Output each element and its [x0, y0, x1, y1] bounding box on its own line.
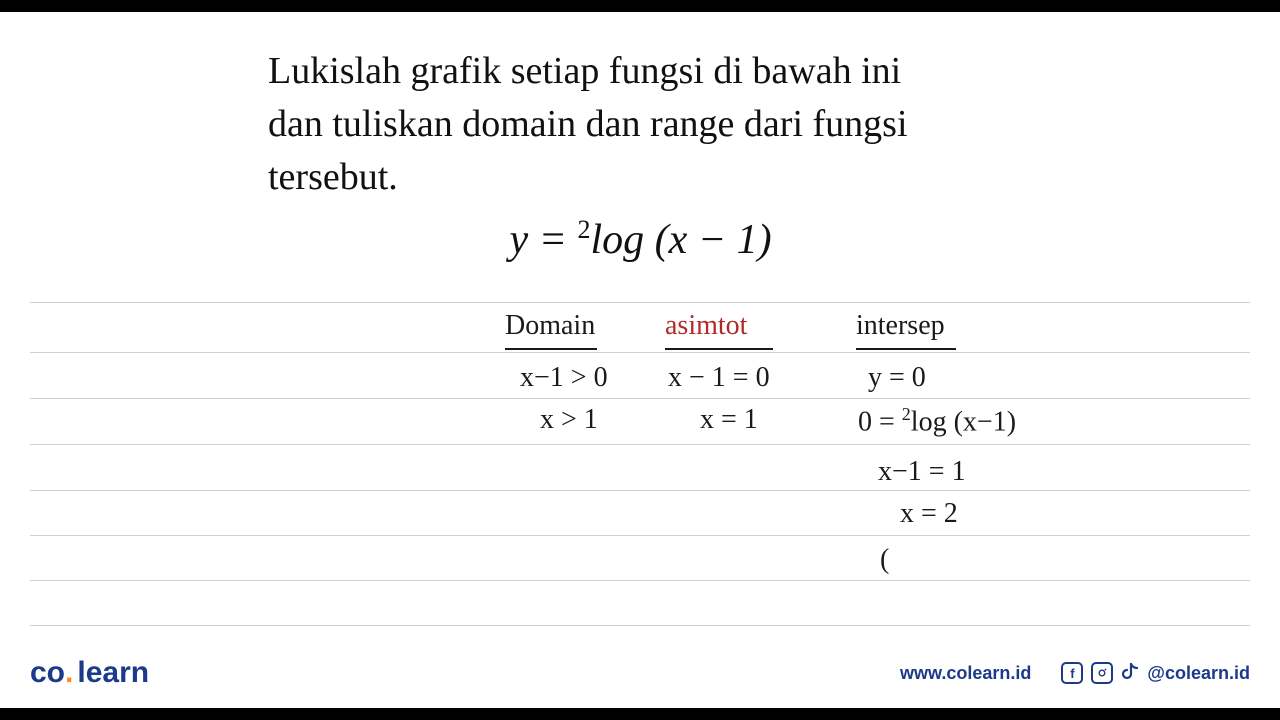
rule-line — [30, 535, 1250, 536]
eq-rest: log (x − 1) — [590, 217, 771, 263]
instagram-icon — [1091, 662, 1113, 684]
problem-line2: dan tuliskan domain dan range dari fungs… — [268, 103, 908, 145]
problem-equation: y = 2log (x − 1) — [268, 215, 1013, 264]
intersep-line2-pre: 0 = — [858, 406, 902, 437]
rule-line — [30, 302, 1250, 303]
rule-line — [30, 398, 1250, 399]
asimtot-line2: x = 1 — [700, 404, 758, 436]
notebook-lines — [30, 302, 1250, 640]
facebook-icon: f — [1061, 662, 1083, 684]
rule-line — [30, 352, 1250, 353]
asimtot-underline — [665, 348, 773, 350]
problem-text: Lukislah grafik setiap fungsi di bawah i… — [268, 45, 1013, 205]
top-black-bar — [0, 0, 1280, 12]
logo-learn: learn — [77, 656, 149, 689]
intersep-line4: x = 2 — [900, 498, 958, 530]
problem-line1: Lukislah grafik setiap fungsi di bawah i… — [268, 50, 901, 92]
asimtot-line1: x − 1 = 0 — [668, 362, 770, 394]
social-handle: @colearn.id — [1147, 663, 1250, 684]
rule-line — [30, 625, 1250, 626]
problem-line3: tersebut. — [268, 156, 398, 198]
rule-line — [30, 580, 1250, 581]
logo-dot: . — [65, 656, 73, 689]
eq-eq: = — [528, 217, 577, 263]
logo-co: co — [30, 656, 65, 689]
eq-base: 2 — [577, 215, 590, 244]
intersep-line2: 0 = 2log (x−1) — [858, 404, 1016, 438]
intersep-line1: y = 0 — [868, 362, 926, 394]
intersep-line2-sup: 2 — [902, 404, 911, 424]
footer: co.learn www.colearn.id f @colearn.id — [0, 648, 1280, 698]
asimtot-header: asimtot — [665, 310, 747, 342]
intersep-line5: ( — [880, 544, 889, 576]
rule-line — [30, 490, 1250, 491]
problem-block: Lukislah grafik setiap fungsi di bawah i… — [268, 45, 1013, 264]
tiktok-icon — [1121, 662, 1139, 684]
rule-line — [30, 444, 1250, 445]
intersep-line3: x−1 = 1 — [878, 456, 966, 488]
domain-underline — [505, 348, 597, 350]
bottom-black-bar — [0, 708, 1280, 720]
brand-logo: co.learn — [30, 656, 149, 690]
intersep-header: intersep — [856, 310, 945, 342]
intersep-line2-post: log (x−1) — [911, 406, 1016, 437]
eq-y: y — [509, 217, 528, 263]
intersep-underline — [856, 348, 956, 350]
domain-line2: x > 1 — [540, 404, 598, 436]
social-block: f @colearn.id — [1061, 662, 1250, 684]
footer-url: www.colearn.id — [900, 663, 1031, 684]
domain-header: Domain — [505, 310, 595, 342]
domain-line1: x−1 > 0 — [520, 362, 608, 394]
